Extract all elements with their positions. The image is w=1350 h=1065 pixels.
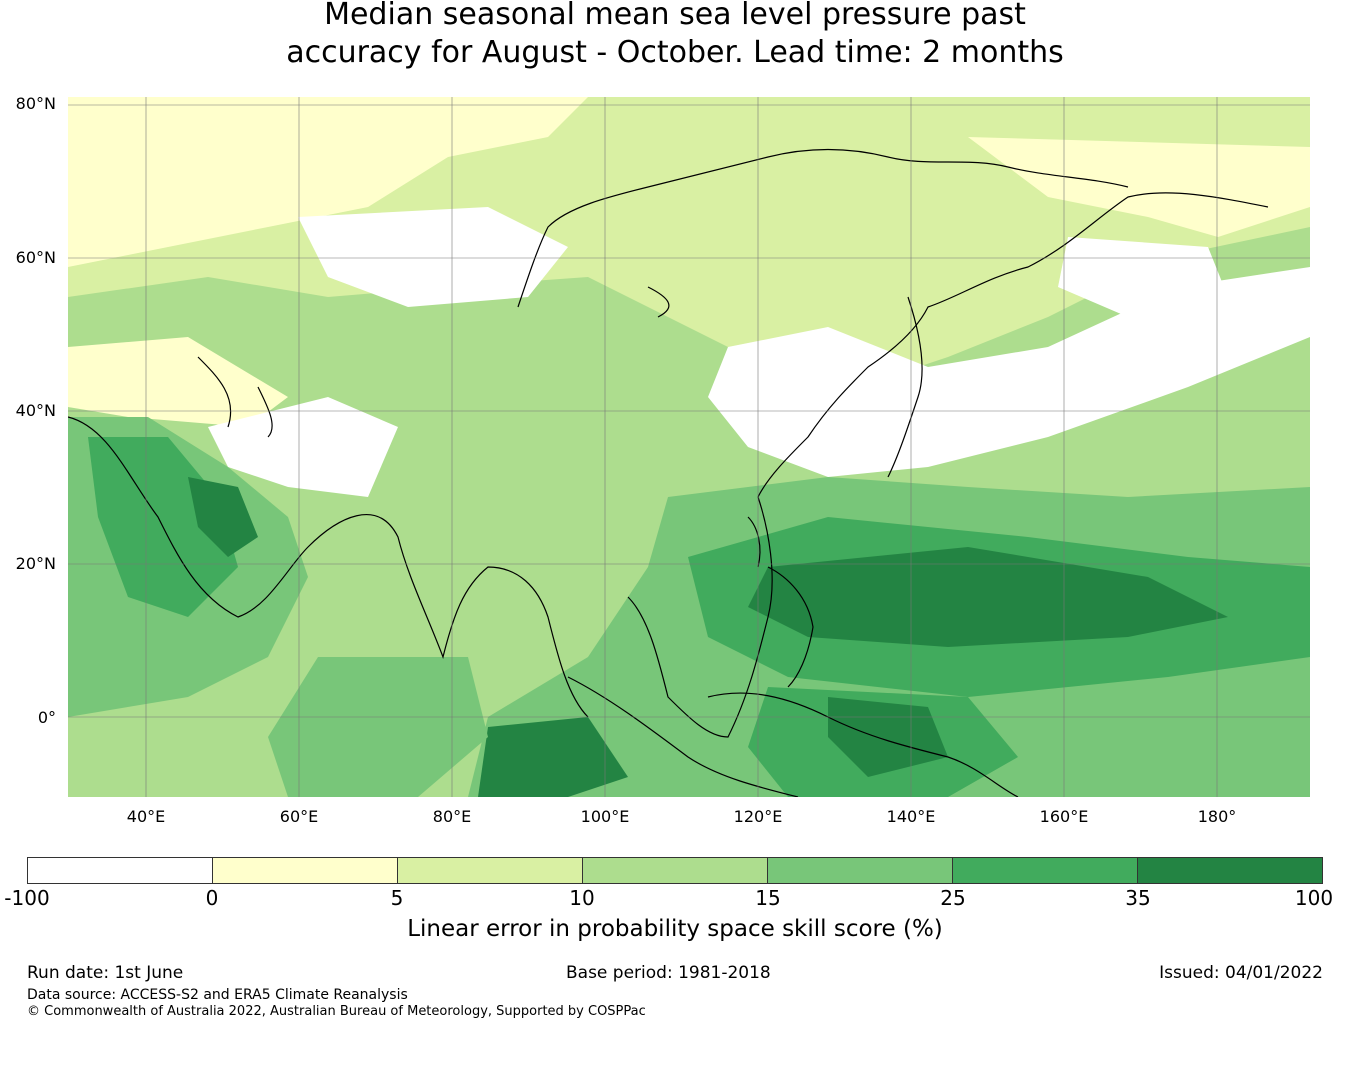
coastline-indonesia — [567, 676, 1019, 797]
base-period: Base period: 1981-2018 — [566, 963, 771, 983]
lat-label-60n: 60°N — [15, 248, 56, 267]
colorbar-tick-2: 0 — [205, 886, 219, 910]
colorbar-tick-1: -100 — [4, 886, 50, 910]
colorbar-segment-4 — [583, 858, 768, 883]
lon-label-80e: 80°E — [432, 807, 472, 826]
map-region-top-arabia — [188, 477, 258, 557]
lon-label-120e: 120°E — [733, 807, 783, 826]
lake-baikal — [647, 286, 670, 318]
colorbar-tick-3: 5 — [390, 886, 404, 910]
map-region-top-pacific — [748, 547, 1228, 647]
lon-label-140e: 140°E — [886, 807, 936, 826]
colorbar-tick-8: 100 — [1294, 886, 1334, 910]
colorbar-tick-5: 15 — [755, 886, 781, 910]
colorbar-label: Linear error in probability space skill … — [407, 916, 943, 942]
graticule — [68, 97, 1310, 797]
lat-label-80n: 80°N — [15, 94, 56, 113]
coastline-japan — [887, 296, 923, 478]
colorbar-tick-6: 25 — [940, 886, 966, 910]
lon-label-40e: 40°E — [126, 807, 166, 826]
map-region-top-indian — [478, 717, 628, 797]
colorbar-tick-4: 10 — [569, 886, 595, 910]
lon-label-160e: 160°E — [1039, 807, 1089, 826]
colorbar — [27, 857, 1323, 884]
map-region-negative-2 — [208, 397, 398, 497]
lat-label-20n: 20°N — [15, 554, 56, 573]
skill-map — [68, 97, 1310, 797]
chart-title: Median seasonal mean sea level pressure … — [0, 0, 1350, 72]
map-region-mid-indian — [268, 657, 488, 797]
map-region-negative-1 — [298, 207, 568, 307]
map-region-pale-west — [68, 337, 288, 427]
run-date: Run date: 1st June — [27, 963, 184, 983]
map-region-negative-4 — [1058, 237, 1228, 317]
lat-label-40n: 40°N — [15, 401, 56, 420]
coastline-philippines — [767, 566, 814, 688]
colorbar-segment-2 — [213, 858, 398, 883]
colorbar-segment-1 — [28, 858, 213, 883]
colorbar-segment-7 — [1138, 858, 1322, 883]
title-line-1: Median seasonal mean sea level pressure … — [324, 0, 1026, 32]
colorbar-tick-7: 35 — [1125, 886, 1151, 910]
coastline — [68, 148, 1269, 738]
copyright: © Commonwealth of Australia 2022, Austra… — [27, 1004, 646, 1019]
lon-label-100e: 100°E — [580, 807, 630, 826]
map-region-pale — [68, 97, 588, 267]
issued-date: Issued: 04/01/2022 — [1159, 963, 1323, 983]
data-source: Data source: ACCESS-S2 and ERA5 Climate … — [27, 987, 408, 1003]
map-region-negative-3 — [708, 267, 1310, 477]
coastline-taiwan — [747, 516, 761, 568]
title-line-2: accuracy for August - October. Lead time… — [286, 35, 1064, 70]
lon-label-60e: 60°E — [279, 807, 319, 826]
colorbar-segment-3 — [398, 858, 583, 883]
map-region-pale-east — [968, 137, 1310, 237]
lon-label-180: 180° — [1197, 807, 1237, 826]
colorbar-segment-6 — [953, 858, 1138, 883]
coastline-caspian — [197, 356, 273, 438]
skill-map-svg — [68, 97, 1310, 797]
colorbar-segment-5 — [768, 858, 953, 883]
lat-label-0: 0° — [37, 708, 56, 727]
